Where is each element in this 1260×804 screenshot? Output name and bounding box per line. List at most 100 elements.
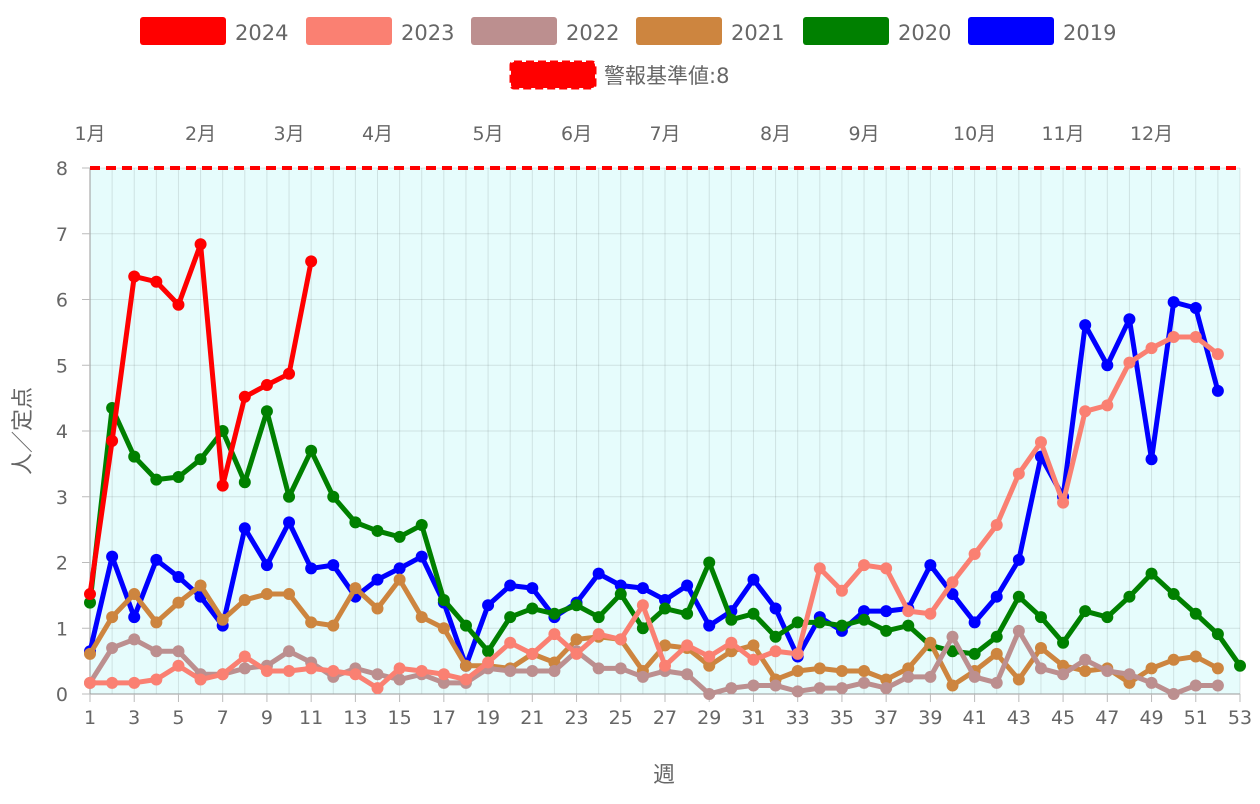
data-point-2021 xyxy=(84,647,96,660)
legend-label: 2023 xyxy=(401,21,454,45)
data-point-2021 xyxy=(791,664,804,677)
data-point-2020 xyxy=(725,613,738,626)
x-tick-label: 53 xyxy=(1228,707,1252,729)
data-point-2020 xyxy=(659,602,671,615)
data-point-2021 xyxy=(880,673,893,686)
legend-label: 2020 xyxy=(898,21,951,45)
data-point-2022 xyxy=(902,670,915,683)
data-point-2023 xyxy=(150,673,163,686)
series-line-2021 xyxy=(87,577,1220,688)
legend-item-2024[interactable]: 2024 xyxy=(140,17,288,45)
data-point-2020 xyxy=(835,619,848,632)
data-point-2022 xyxy=(880,682,893,695)
data-point-2019 xyxy=(946,588,959,601)
data-point-2022 xyxy=(946,630,959,643)
data-point-2022 xyxy=(703,688,716,700)
data-point-2022 xyxy=(128,633,141,646)
data-point-2023 xyxy=(1189,330,1202,343)
data-point-2023 xyxy=(681,639,694,652)
data-point-2019 xyxy=(659,593,671,606)
data-point-2020 xyxy=(1101,611,1114,624)
data-point-2021 xyxy=(1034,641,1047,654)
month-labels: 1月 2月 3月 4月 5月 6月 7月 8月 9月 10月 11月 12月 xyxy=(74,123,1173,145)
data-point-2019 xyxy=(1167,296,1180,309)
data-point-2019 xyxy=(769,602,782,615)
x-tick-label: 23 xyxy=(564,707,588,729)
data-point-2022 xyxy=(636,670,649,683)
x-tick-label: 29 xyxy=(697,707,721,729)
month-label: 12月 xyxy=(1130,123,1173,145)
legend-item-2023[interactable]: 2023 xyxy=(306,17,454,45)
data-point-2024 xyxy=(194,238,207,251)
data-point-2021 xyxy=(1123,676,1136,689)
data-point-2020 xyxy=(769,630,782,643)
data-point-2020 xyxy=(1189,607,1202,620)
data-point-2019 xyxy=(747,573,760,586)
x-tick-label: 17 xyxy=(432,707,456,729)
data-point-2022 xyxy=(924,670,937,683)
data-point-2019 xyxy=(968,616,981,629)
legend-item-2019[interactable]: 2019 xyxy=(968,17,1116,45)
data-point-2024 xyxy=(305,255,318,268)
x-tick-label: 15 xyxy=(388,707,412,729)
data-point-2022 xyxy=(747,679,760,692)
legend-item-2022[interactable]: 2022 xyxy=(471,17,619,45)
data-point-2020 xyxy=(172,471,185,484)
data-point-2022 xyxy=(371,668,384,681)
month-label: 6月 xyxy=(561,123,592,145)
data-point-2020 xyxy=(681,607,694,620)
data-point-2023 xyxy=(769,645,782,658)
data-point-2022 xyxy=(614,662,627,675)
legend-label: 警報基準値:8 xyxy=(604,64,729,88)
data-point-2023 xyxy=(172,659,185,672)
data-point-2022 xyxy=(1123,668,1136,681)
data-point-2022 xyxy=(1034,662,1047,675)
legend-swatch xyxy=(509,60,597,90)
data-point-2023 xyxy=(106,676,119,689)
data-point-2023 xyxy=(1034,436,1047,449)
data-point-2024 xyxy=(150,275,163,288)
legend-swatch xyxy=(140,17,226,45)
x-axis-label: 週 xyxy=(653,763,675,788)
x-tick-label: 1 xyxy=(84,707,96,729)
data-point-2023 xyxy=(570,647,583,660)
data-point-2021 xyxy=(238,593,251,606)
legend-label: 2019 xyxy=(1063,21,1116,45)
data-point-2023 xyxy=(592,628,605,641)
data-point-2023 xyxy=(548,628,561,641)
data-point-2021 xyxy=(924,636,937,649)
data-point-2021 xyxy=(1145,662,1158,675)
data-point-2024 xyxy=(84,588,96,601)
data-point-2023 xyxy=(880,562,893,575)
month-label: 9月 xyxy=(848,123,879,145)
legend-item-threshold[interactable]: 警報基準値:8 xyxy=(509,60,729,90)
data-point-2021 xyxy=(1167,653,1180,666)
data-point-2022 xyxy=(393,673,406,686)
legend-item-2021[interactable]: 2021 xyxy=(636,17,784,45)
data-point-2024 xyxy=(283,367,296,380)
data-point-2020 xyxy=(548,607,561,620)
data-point-2023 xyxy=(371,682,384,695)
month-label: 1月 xyxy=(74,123,105,145)
data-point-2019 xyxy=(482,599,495,612)
data-point-2021 xyxy=(194,579,207,592)
data-point-2021 xyxy=(659,639,671,652)
y-axis-label: 人／定点 xyxy=(11,387,36,475)
data-point-2019 xyxy=(1145,453,1158,466)
x-tick-label: 3 xyxy=(128,707,140,729)
data-point-2019 xyxy=(880,605,893,618)
data-point-2019 xyxy=(504,579,517,592)
data-point-2021 xyxy=(813,662,826,675)
data-point-2021 xyxy=(858,664,871,677)
data-point-2021 xyxy=(1079,664,1092,677)
month-label: 11月 xyxy=(1041,123,1084,145)
data-point-2022 xyxy=(238,662,251,675)
data-point-2024 xyxy=(216,479,229,492)
series-line-2023 xyxy=(90,334,1220,691)
data-point-2021 xyxy=(437,622,450,635)
legend-item-2020[interactable]: 2020 xyxy=(803,17,951,45)
data-point-2021 xyxy=(946,679,959,692)
data-point-2021 xyxy=(902,662,915,675)
legend-swatch xyxy=(306,17,392,45)
x-tick-label: 43 xyxy=(1007,707,1031,729)
